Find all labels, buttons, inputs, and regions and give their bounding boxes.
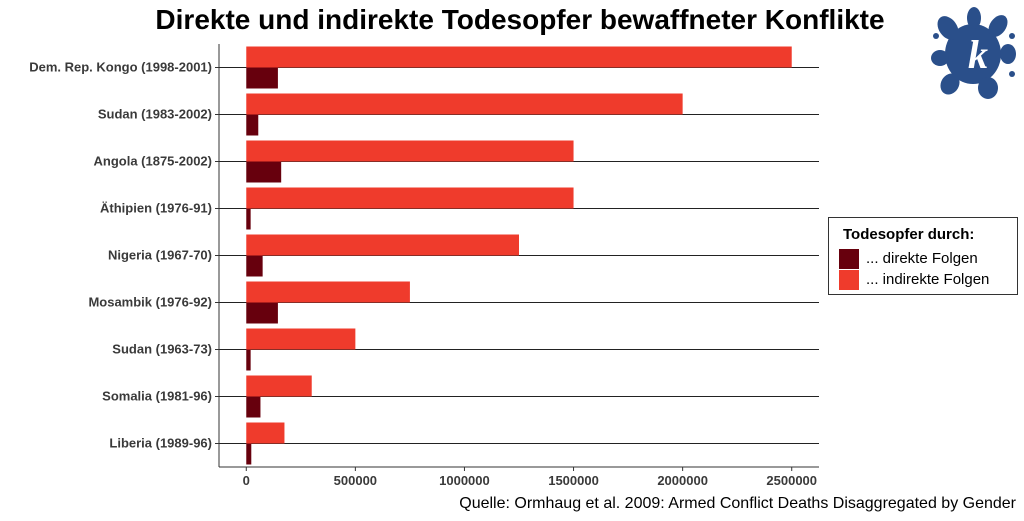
bar-direct — [246, 161, 282, 183]
legend-label-direct: ... direkte Folgen — [866, 250, 978, 267]
y-tick-label: Sudan (1963-73) — [112, 342, 212, 357]
y-tick-label: Sudan (1983-2002) — [98, 107, 212, 122]
bar-indirect — [246, 375, 312, 397]
y-tick-label: Somalia (1981-96) — [102, 389, 212, 404]
chart-title: Direkte und indirekte Todesopfer bewaffn… — [155, 4, 885, 35]
bar-indirect — [246, 422, 285, 444]
bar-indirect — [246, 328, 356, 350]
bar-direct — [246, 349, 251, 371]
axes — [215, 44, 819, 471]
y-tick-label: Äthipien (1976-91) — [100, 201, 212, 216]
x-tick-label: 1500000 — [548, 473, 599, 488]
bar-indirect — [246, 281, 410, 303]
y-tick-label: Mosambik (1976-92) — [88, 295, 212, 310]
y-tick-labels: Dem. Rep. Kongo (1998-2001) Sudan (1983-2… — [29, 60, 212, 451]
x-tick-label: 1000000 — [439, 473, 490, 488]
bar-indirect — [246, 93, 683, 115]
x-tick-labels: 0 500000 1000000 1500000 2000000 2500000 — [243, 473, 817, 488]
bar-direct — [246, 443, 252, 465]
bar-indirect — [246, 140, 574, 162]
y-tick-label: Liberia (1989-96) — [109, 436, 212, 451]
bar-indirect — [246, 46, 792, 68]
source-caption: Quelle: Ormhaug et al. 2009: Armed Confl… — [459, 495, 1016, 512]
legend-swatch-direct — [839, 249, 859, 269]
bar-direct — [246, 396, 261, 418]
bar-direct — [246, 208, 251, 230]
x-tick-label: 2500000 — [766, 473, 817, 488]
x-tick-label: 0 — [243, 473, 250, 488]
bar-indirect — [246, 234, 520, 256]
x-tick-label: 500000 — [334, 473, 377, 488]
bar-indirect — [246, 187, 574, 209]
legend-swatch-indirect — [839, 270, 859, 290]
legend-label-indirect: ... indirekte Folgen — [866, 271, 990, 288]
legend-title: Todesopfer durch: — [843, 226, 975, 243]
brand-logo-icon: k — [931, 7, 1016, 99]
bars — [246, 46, 792, 465]
legend: Todesopfer durch: ... direkte Folgen ...… — [828, 217, 1018, 295]
bar-direct — [246, 67, 278, 89]
bar-direct — [246, 114, 259, 136]
bar-direct — [246, 255, 263, 277]
bar-direct — [246, 302, 278, 324]
logo-letter: k — [968, 32, 988, 77]
y-tick-label: Dem. Rep. Kongo (1998-2001) — [29, 60, 212, 75]
x-tick-label: 2000000 — [657, 473, 708, 488]
y-tick-label: Nigeria (1967-70) — [108, 248, 212, 263]
y-tick-label: Angola (1875-2002) — [94, 154, 213, 169]
